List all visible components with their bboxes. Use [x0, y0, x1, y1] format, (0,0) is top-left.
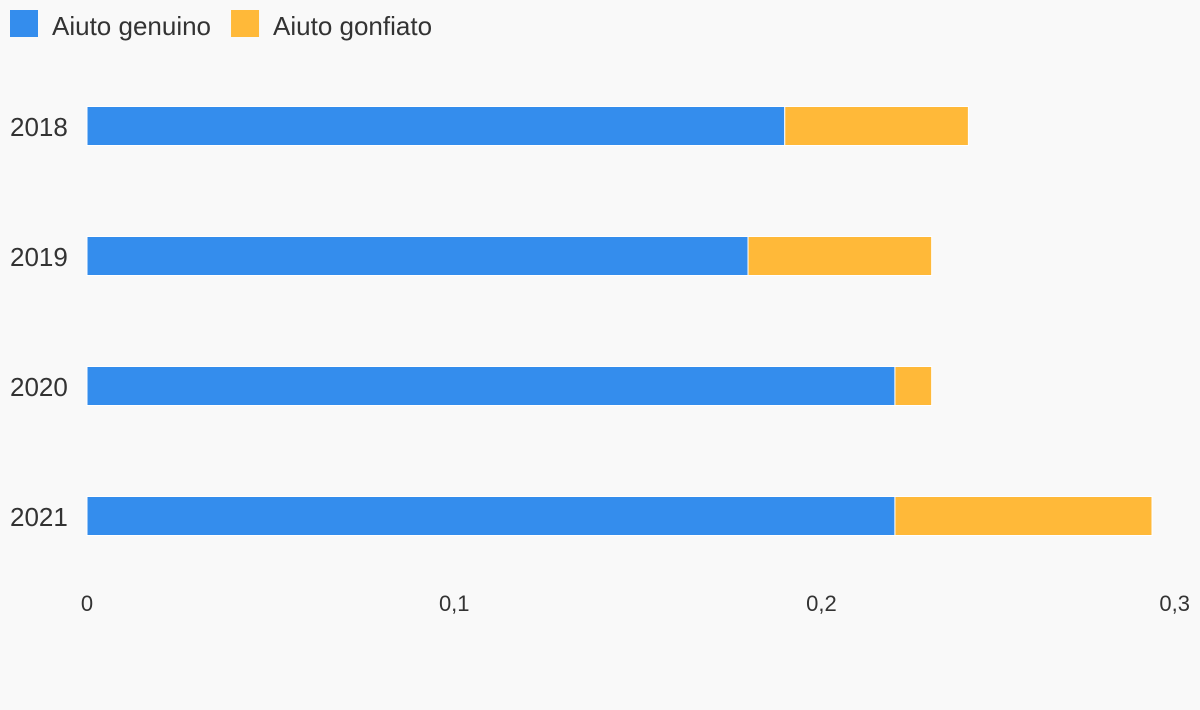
bar-2019-series-1	[86, 236, 749, 276]
bar-2020-series-2	[894, 366, 933, 406]
x-tick-label: 0,3	[1159, 591, 1190, 616]
category-axis: 2018 2019 2020 2021	[10, 112, 68, 532]
category-label-2020: 2020	[10, 372, 68, 402]
legend-label-1: Aiuto genuino	[52, 11, 211, 41]
bar-2019-series-2	[747, 236, 933, 276]
x-tick-label: 0,1	[439, 591, 470, 616]
legend-swatch-2	[231, 10, 260, 37]
bar-2018-series-1	[86, 106, 786, 146]
value-axis: 0 0,1 0,2 0,3	[81, 591, 1190, 616]
legend-label-2: Aiuto gonfiato	[273, 11, 432, 41]
bar-2020-series-1	[86, 366, 896, 406]
category-label-2018: 2018	[10, 112, 68, 142]
bar-2021-series-2	[894, 496, 1153, 536]
category-label-2019: 2019	[10, 242, 68, 272]
legend-swatch-1	[10, 10, 38, 37]
x-tick-label: 0	[81, 591, 93, 616]
chart-legend: Aiuto genuino Aiuto gonfiato	[10, 10, 432, 41]
bar-2018-series-2	[784, 106, 969, 146]
x-tick-label: 0,2	[806, 591, 837, 616]
bar-group	[86, 106, 1153, 536]
bar-2021-series-1	[86, 496, 896, 536]
category-label-2021: 2021	[10, 502, 68, 532]
